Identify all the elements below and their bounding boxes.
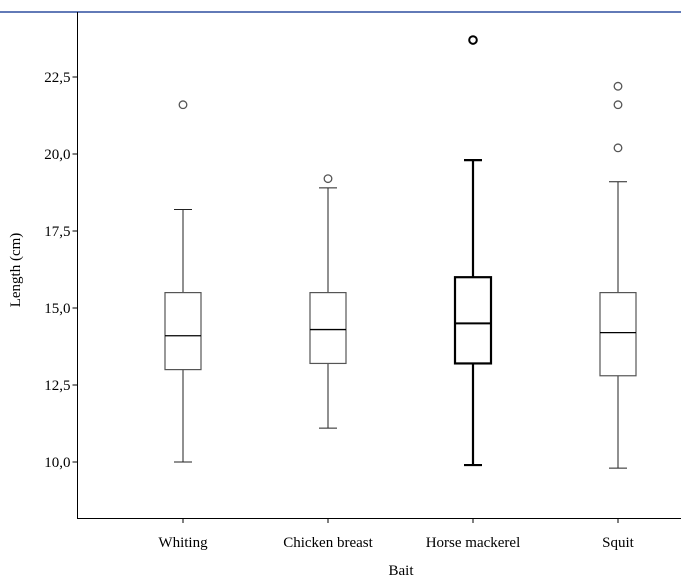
y-tick-label: 10,0	[44, 455, 70, 471]
y-axis-ticks: 10,0 12,5 15,0 17,5 20,0 22,5	[44, 70, 78, 471]
y-tick-label: 12,5	[44, 378, 70, 394]
y-axis-title: Length (cm)	[8, 233, 24, 308]
x-tick-label: Squit	[602, 535, 635, 551]
outlier-point	[613, 143, 623, 153]
box-series	[164, 35, 637, 469]
box-chicken-breast	[309, 174, 347, 429]
box-iqr	[309, 292, 347, 365]
box-whiting	[164, 100, 202, 463]
x-tick-label: Horse mackerel	[426, 535, 521, 551]
outlier-point	[323, 174, 333, 184]
box-iqr	[453, 276, 493, 365]
y-tick-label: 15,0	[44, 301, 70, 317]
y-tick-label: 22,5	[44, 70, 70, 86]
box-iqr	[599, 292, 637, 377]
outlier-point	[468, 35, 478, 45]
x-tick-label: Whiting	[158, 535, 208, 551]
box-squit	[599, 81, 637, 469]
x-axis-ticks: Whiting Chicken breast Horse mackerel Squit	[158, 518, 635, 551]
y-tick-label: 17,5	[44, 224, 70, 240]
x-tick-label: Chicken breast	[283, 535, 373, 551]
box-iqr	[164, 292, 202, 371]
box-horse-mackerel	[453, 35, 493, 467]
x-axis-title: Bait	[389, 563, 415, 579]
outlier-point	[613, 100, 623, 110]
y-tick-label: 20,0	[44, 147, 70, 163]
outlier-point	[613, 81, 623, 91]
outlier-point	[178, 100, 188, 110]
